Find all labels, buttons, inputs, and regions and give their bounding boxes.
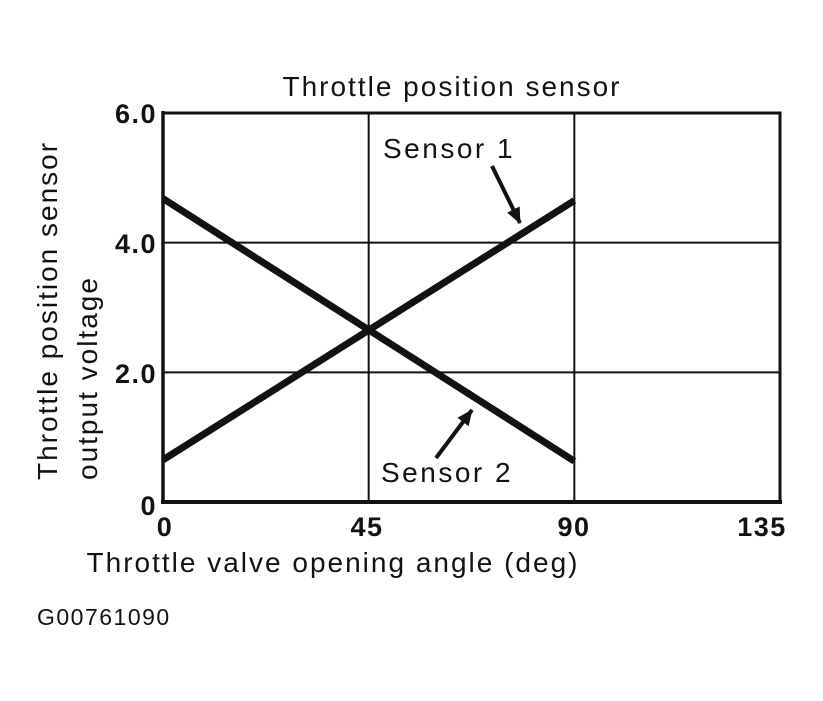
x-tick-0: 0	[157, 512, 174, 542]
sensor1-label: Sensor 1	[383, 133, 515, 164]
sensor2-label: Sensor 2	[381, 457, 513, 488]
y-tick-6: 6.0	[115, 99, 157, 129]
x-tick-135: 135	[737, 512, 787, 542]
x-axis-label: Throttle valve opening angle (deg)	[87, 547, 580, 578]
y-axis-label-line2: output voltage	[72, 276, 103, 480]
x-tick-45: 45	[350, 512, 383, 542]
sensor2-arrow	[434, 408, 474, 460]
y-tick-4: 4.0	[115, 229, 157, 259]
x-tick-90: 90	[557, 512, 590, 542]
gridlines	[163, 113, 780, 502]
y-tick-0: 0	[140, 491, 157, 521]
figure-id: G00761090	[37, 604, 171, 630]
sensor1-arrow	[490, 165, 522, 224]
y-axis-label-line1: Throttle position sensor	[32, 141, 63, 480]
plot-area-border	[161, 111, 782, 504]
chart-title: Throttle position sensor	[282, 71, 621, 102]
y-tick-2: 2.0	[115, 359, 157, 389]
sensor2-line	[161, 195, 577, 465]
